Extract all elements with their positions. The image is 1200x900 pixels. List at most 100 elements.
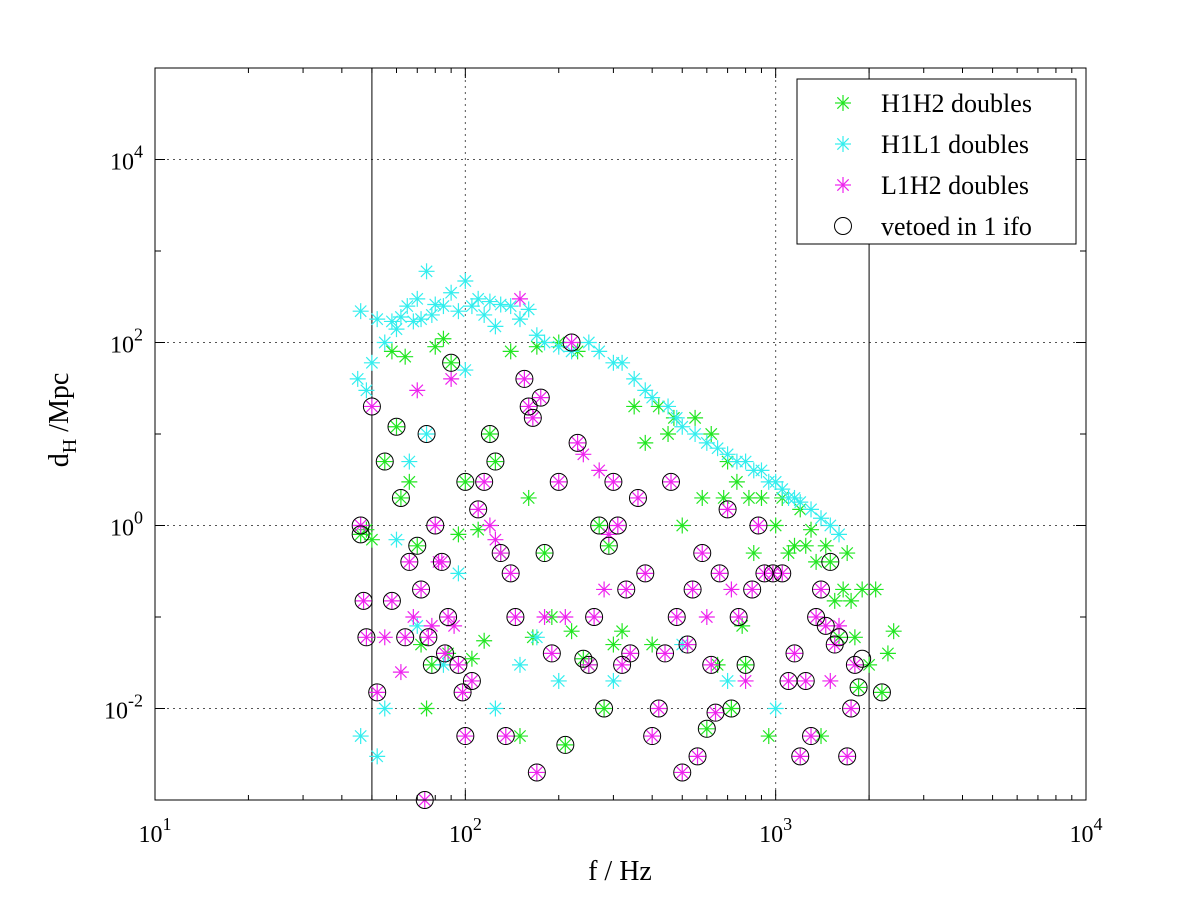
x-axis-title: f / Hz xyxy=(588,856,652,887)
data-point-asterisk xyxy=(792,494,809,511)
data-point-asterisk xyxy=(674,517,691,534)
data-point-asterisk xyxy=(687,409,704,426)
data-point-asterisk xyxy=(689,748,706,765)
data-point-circle xyxy=(621,644,640,663)
data-point-asterisk xyxy=(797,672,814,689)
data-point-asterisk xyxy=(463,650,480,667)
data-point-asterisk xyxy=(463,298,480,315)
data-point-circle xyxy=(456,727,475,746)
data-point-circle xyxy=(595,699,614,718)
data-point-circle xyxy=(763,564,782,583)
data-point-circle xyxy=(351,525,370,544)
data-point-asterisk xyxy=(520,398,537,415)
data-point-asterisk xyxy=(609,517,626,534)
data-point-asterisk xyxy=(854,581,871,598)
data-point-asterisk xyxy=(843,700,860,717)
data-point-asterisk xyxy=(383,343,400,360)
data-point-circle xyxy=(821,552,840,571)
data-point-asterisk xyxy=(850,679,867,696)
data-point-asterisk xyxy=(427,517,444,534)
data-point-asterisk xyxy=(723,700,740,717)
data-point-circle xyxy=(496,727,515,746)
data-point-circle xyxy=(599,536,618,555)
data-point-asterisk xyxy=(750,517,767,534)
data-point-asterisk xyxy=(644,636,661,653)
data-point-circle xyxy=(849,678,868,697)
data-point-asterisk xyxy=(401,453,418,470)
data-point-asterisk xyxy=(516,370,533,387)
data-point-asterisk xyxy=(392,664,409,681)
data-point-circle xyxy=(439,608,458,626)
data-point-asterisk xyxy=(443,284,460,301)
data-point-circle xyxy=(391,488,410,507)
y-axis-title-sub: H xyxy=(59,439,81,453)
data-point-circle xyxy=(773,564,792,583)
data-point-asterisk xyxy=(629,489,646,506)
data-point-circle xyxy=(802,727,821,746)
legend-label: L1H2 doubles xyxy=(881,171,1029,200)
data-point-asterisk xyxy=(435,330,452,347)
data-point-circle xyxy=(617,580,636,599)
data-point-asterisk xyxy=(427,296,444,313)
data-point-asterisk xyxy=(481,517,498,534)
data-point-asterisk xyxy=(476,473,493,490)
data-point-circle xyxy=(387,417,406,436)
data-point-circle xyxy=(688,747,707,766)
data-point-asterisk xyxy=(397,629,414,646)
data-point-asterisk xyxy=(481,293,498,310)
data-point-asterisk xyxy=(694,489,711,506)
data-point-asterisk xyxy=(388,531,405,548)
data-point-asterisk xyxy=(817,537,834,554)
data-point-asterisk xyxy=(839,545,856,562)
data-point-asterisk xyxy=(388,418,405,435)
data-point-circle xyxy=(718,500,737,519)
data-point-asterisk xyxy=(808,553,825,570)
data-point-circle xyxy=(585,608,604,626)
data-point-asterisk xyxy=(511,290,528,307)
data-point-asterisk xyxy=(843,592,860,609)
data-point-asterisk xyxy=(846,656,863,673)
data-point-asterisk xyxy=(524,409,541,426)
data-point-asterisk xyxy=(450,565,467,582)
data-point-asterisk xyxy=(797,537,814,554)
data-point-circle xyxy=(357,628,376,647)
data-point-asterisk xyxy=(803,521,820,538)
data-point-circle xyxy=(549,472,568,491)
data-point-asterisk xyxy=(737,656,754,673)
data-point-asterisk xyxy=(709,440,726,457)
data-point-circle xyxy=(702,655,721,674)
data-point-circle xyxy=(830,628,849,647)
data-point-asterisk xyxy=(487,453,504,470)
data-point-circle xyxy=(412,580,431,599)
data-point-asterisk xyxy=(557,609,574,625)
data-point-asterisk xyxy=(668,609,685,625)
data-point-asterisk xyxy=(476,632,493,649)
data-point-circle xyxy=(515,369,534,388)
data-point-circle xyxy=(382,591,401,610)
data-point-asterisk xyxy=(418,263,435,280)
data-point-asterisk xyxy=(507,609,524,625)
data-point-asterisk xyxy=(433,553,450,570)
data-point-asterisk xyxy=(409,382,426,399)
data-point-asterisk xyxy=(413,581,430,598)
data-point-asterisk xyxy=(767,517,784,534)
data-point-asterisk xyxy=(745,545,762,562)
data-point-asterisk xyxy=(363,531,380,548)
legend-label: H1H2 doubles xyxy=(881,89,1032,118)
data-point-circle xyxy=(872,683,891,702)
y-tick-label: 100 xyxy=(110,508,143,542)
data-point-asterisk xyxy=(780,545,797,562)
data-point-circle xyxy=(475,472,494,491)
data-point-circle xyxy=(527,763,546,782)
data-point-asterisk xyxy=(660,398,677,415)
data-point-asterisk xyxy=(839,748,856,765)
x-tick-label: 104 xyxy=(1070,814,1103,848)
data-point-asterisk xyxy=(383,313,400,330)
data-point-asterisk xyxy=(363,398,380,415)
data-point-asterisk xyxy=(463,672,480,689)
data-point-asterisk xyxy=(703,426,720,442)
data-point-circle xyxy=(729,608,748,626)
data-point-circle xyxy=(486,452,505,471)
data-point-circle xyxy=(354,591,373,610)
